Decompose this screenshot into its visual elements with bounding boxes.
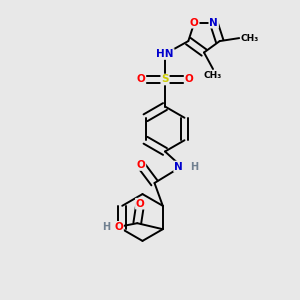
Text: N: N	[174, 161, 183, 172]
Text: CH₃: CH₃	[241, 34, 259, 43]
Text: O: O	[184, 74, 194, 85]
Text: S: S	[161, 74, 169, 85]
Text: O: O	[136, 199, 145, 209]
Text: O: O	[136, 160, 146, 170]
Text: O: O	[114, 222, 123, 232]
Text: HN: HN	[156, 49, 174, 59]
Text: H: H	[102, 222, 110, 232]
Text: CH₃: CH₃	[204, 70, 222, 80]
Text: O: O	[190, 18, 199, 28]
Text: N: N	[209, 18, 218, 28]
Text: H: H	[190, 161, 198, 172]
Text: O: O	[136, 74, 146, 85]
